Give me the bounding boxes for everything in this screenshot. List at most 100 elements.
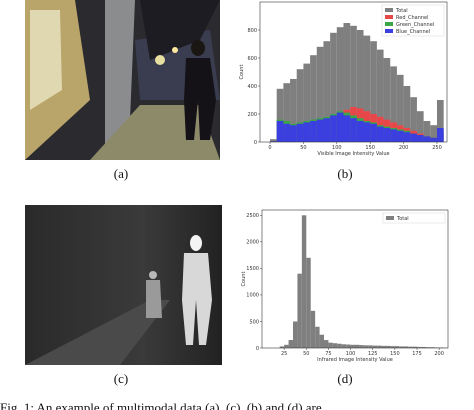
legend-label: Total	[395, 8, 408, 14]
x-tick-label: 75	[325, 351, 331, 357]
bar	[284, 344, 289, 348]
bar	[323, 118, 331, 142]
plot-frame	[259, 1, 448, 143]
bar	[310, 310, 316, 348]
bar	[416, 111, 424, 142]
bar	[301, 215, 307, 348]
bar	[341, 344, 347, 348]
bar	[290, 125, 297, 142]
legend-swatch	[385, 29, 393, 33]
y-tick-label: 200	[247, 112, 257, 118]
bar	[383, 128, 391, 142]
bar	[425, 347, 431, 348]
bar	[337, 343, 342, 348]
bar	[297, 273, 302, 348]
bar	[270, 141, 277, 142]
bar	[350, 25, 357, 142]
bar	[343, 115, 351, 142]
bar	[372, 345, 378, 348]
bar	[423, 136, 431, 142]
panel-label: (a)	[114, 166, 128, 181]
bar	[343, 23, 351, 142]
bar	[346, 344, 351, 348]
y-tick-label: 1500	[246, 266, 259, 272]
bar	[412, 346, 417, 348]
bar	[376, 126, 384, 142]
bar	[356, 121, 364, 142]
bar	[290, 79, 297, 142]
bar	[355, 344, 360, 348]
bar	[296, 69, 304, 142]
bar	[350, 118, 357, 142]
bar	[270, 139, 277, 142]
bar	[390, 346, 395, 348]
legend-swatch	[385, 22, 393, 26]
bar	[417, 346, 422, 348]
bar	[303, 122, 311, 142]
legend-label: Total	[396, 216, 409, 222]
legend-swatch	[385, 15, 393, 19]
bar	[403, 86, 411, 142]
bar	[303, 63, 311, 142]
bar	[410, 97, 417, 142]
panel-label: (d)	[337, 371, 352, 386]
y-tick-label: 800	[247, 28, 257, 34]
y-tick-label: 2500	[246, 213, 259, 219]
x-tick-label: 250	[432, 145, 442, 151]
visible-photo	[25, 0, 220, 160]
bar	[430, 347, 435, 348]
bar	[377, 345, 382, 348]
bar	[336, 27, 344, 143]
bar	[370, 41, 377, 143]
bar	[283, 123, 291, 142]
bar	[396, 130, 404, 142]
bar	[410, 133, 417, 142]
bar	[394, 346, 400, 348]
x-axis-label: Visible Image Intensity Value	[317, 151, 389, 157]
x-tick-label: 100	[332, 145, 342, 151]
y-tick-label: 600	[247, 56, 257, 62]
bar	[306, 257, 311, 348]
bar	[324, 340, 329, 348]
thermal-photo	[25, 205, 222, 365]
x-tick-label: 25	[281, 351, 287, 357]
bar	[328, 342, 333, 348]
legend-swatch	[386, 216, 394, 220]
bar	[368, 345, 373, 348]
histogram: 25 50 75 100 125 150 175 2000500100015002000250…	[241, 209, 449, 363]
caption: Fig. 1: An example of multimodal data (a…	[0, 400, 322, 410]
panel-label: (b)	[337, 166, 352, 181]
bar	[276, 88, 284, 142]
y-tick-label: 1000	[246, 293, 259, 299]
bar	[363, 345, 369, 348]
bar	[330, 115, 337, 142]
y-tick-label: 2000	[246, 240, 259, 246]
x-tick-label: 200	[399, 145, 409, 151]
bar	[323, 41, 331, 143]
x-tick-label: 175	[412, 351, 422, 357]
x-tick-label: 50	[300, 145, 306, 151]
y-tick-label: 400	[247, 84, 257, 90]
y-axis-label: Count	[241, 272, 247, 287]
bar	[315, 326, 320, 348]
histogram: 0 50 100 150 200 250 0 200 400 600 800 Visible Imag…	[239, 1, 448, 157]
bar	[363, 122, 371, 142]
bar	[332, 343, 338, 348]
bar	[336, 112, 344, 142]
legend-box	[382, 212, 446, 224]
bar	[421, 346, 426, 348]
bar	[430, 137, 437, 142]
bar	[359, 345, 364, 348]
bar	[390, 66, 397, 142]
bar	[430, 125, 437, 142]
bar	[330, 32, 337, 142]
legend-label: Blue_Channel	[396, 29, 430, 35]
bar	[310, 121, 317, 142]
bar	[436, 100, 444, 142]
plot-frame	[261, 209, 449, 349]
y-axis-label: Count	[239, 65, 245, 80]
bar	[288, 340, 293, 348]
bar	[296, 123, 304, 142]
bar	[416, 135, 424, 142]
